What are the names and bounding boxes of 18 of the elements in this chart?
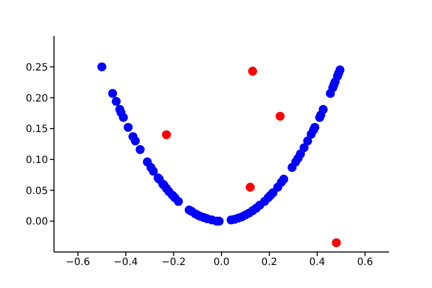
y-tick-label: 0.10 — [26, 154, 48, 166]
y-tick-label: 0.25 — [26, 62, 48, 74]
x-tick-label: 0.2 — [261, 257, 278, 268]
x-tick-label: −0.6 — [66, 257, 90, 268]
y-tick-label: 0.20 — [26, 93, 48, 104]
x-tick-label: −0.2 — [161, 257, 186, 268]
point — [246, 182, 255, 192]
x-tick-label: −0.4 — [114, 257, 138, 268]
point — [332, 238, 341, 248]
x-tick-label: 0.6 — [357, 257, 374, 268]
y-tick-label: 0.15 — [26, 124, 48, 136]
x-tick-label: 0.4 — [309, 257, 326, 268]
y-tick-label: 0.00 — [26, 216, 48, 228]
point — [248, 66, 258, 76]
point — [276, 112, 285, 121]
x-tick-label: 0.0 — [214, 257, 230, 268]
y-tick-label: 0.05 — [26, 186, 48, 197]
point — [162, 130, 171, 140]
